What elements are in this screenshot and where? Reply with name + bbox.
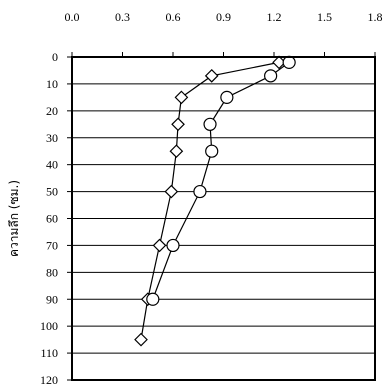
- diamond-point: [134, 332, 148, 347]
- circle-point: [193, 184, 207, 199]
- x-tick-label: 1.5: [317, 10, 332, 24]
- y-tick-label: 60: [46, 212, 58, 226]
- x-tick-label: 1.8: [368, 10, 383, 24]
- x-tick-label: 1.2: [267, 10, 282, 24]
- circle-point: [220, 90, 234, 104]
- y-tick-label: 50: [46, 185, 58, 199]
- series-1-line: [140, 61, 280, 340]
- diamond-point: [174, 90, 189, 105]
- circle-point: [203, 117, 217, 131]
- circle-point: [166, 238, 180, 253]
- y-tick-label: 100: [40, 319, 58, 333]
- series-markers: [134, 55, 296, 347]
- y-tick-label: 110: [40, 346, 58, 360]
- plot-frame: [71, 56, 376, 381]
- series-2-line: [152, 61, 290, 300]
- y-tick-label: 20: [46, 104, 58, 118]
- x-tick-label: 0.6: [166, 10, 181, 24]
- diamond-point: [171, 117, 185, 132]
- y-tick-label: 90: [46, 292, 58, 306]
- x-tick-label: 0.3: [115, 10, 130, 24]
- diamond-point: [164, 184, 179, 199]
- circle-point: [146, 292, 160, 306]
- y-tick-label: 10: [46, 77, 58, 91]
- y-tick-label: 0: [52, 50, 58, 64]
- diamond-point: [152, 238, 167, 253]
- y-tick-label: 40: [46, 158, 58, 172]
- y-tick-label: 30: [46, 131, 58, 145]
- circle-point: [264, 69, 278, 83]
- circle-point: [205, 144, 219, 158]
- y-tick-label: 70: [46, 238, 58, 252]
- y-axis: 0 10 20 30 40 50 60 70 80 90 100 110 120: [40, 50, 72, 387]
- y-gridlines: [72, 56, 375, 381]
- x-tick-label: 0.9: [216, 10, 231, 24]
- y-tick-label: 120: [40, 373, 58, 387]
- x-axis: 0.0 0.3 0.6 0.9 1.2 1.5 1.8: [65, 10, 383, 57]
- diamond-point: [204, 68, 219, 83]
- series-lines: [140, 61, 290, 340]
- y-axis-title: ความลึก (ซม.): [7, 180, 21, 257]
- circle-point: [282, 55, 296, 69]
- diamond-point: [169, 144, 184, 159]
- x-tick-label: 0.0: [65, 10, 80, 24]
- y-tick-label: 80: [46, 265, 58, 279]
